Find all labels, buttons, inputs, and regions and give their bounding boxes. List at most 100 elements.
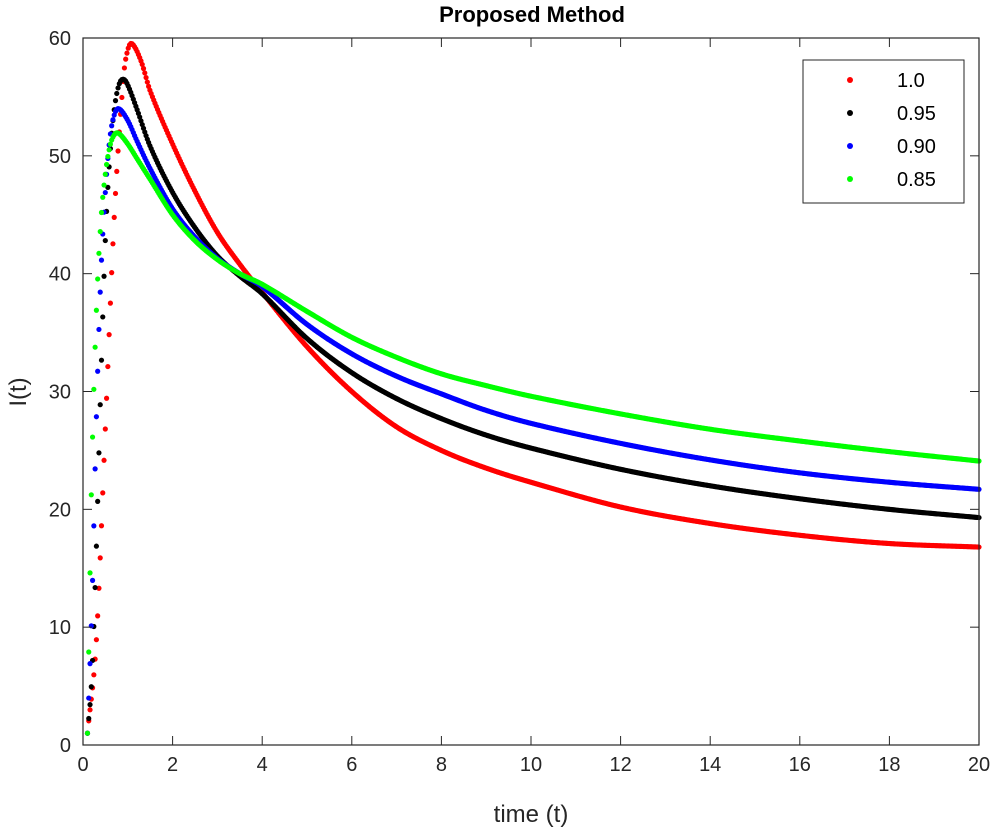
x-tick-label: 10 [520, 754, 542, 776]
data-point [89, 434, 96, 440]
data-point [92, 344, 98, 350]
data-point [115, 148, 121, 154]
data-point [91, 386, 97, 392]
x-tick-label: 4 [257, 754, 268, 776]
data-point [87, 661, 93, 667]
legend-label: 1.0 [897, 70, 925, 92]
legend-label: 0.95 [897, 103, 936, 125]
y-tick-label: 40 [49, 264, 71, 286]
data-point [98, 523, 105, 529]
legend-label: 0.90 [897, 136, 936, 158]
legend-marker [847, 77, 853, 83]
chart-title: Proposed Method [439, 2, 625, 27]
data-point [123, 56, 129, 62]
data-point [86, 695, 92, 701]
series-layer [84, 40, 982, 736]
x-tick-label: 20 [968, 754, 990, 776]
data-point [86, 649, 92, 655]
data-point [88, 684, 94, 690]
data-point [112, 98, 119, 104]
data-point [103, 161, 110, 168]
y-tick-label: 20 [49, 499, 71, 521]
data-point [95, 498, 101, 504]
data-point [93, 637, 99, 643]
y-tick-label: 60 [49, 28, 71, 50]
data-point [105, 363, 111, 370]
data-point [93, 307, 99, 313]
data-point [95, 368, 101, 374]
y-axis-label: I(t) [5, 377, 32, 406]
x-tick-label: 16 [789, 754, 811, 776]
data-point [91, 672, 97, 678]
data-point [106, 332, 112, 338]
x-tick-label: 12 [609, 754, 631, 776]
data-point [89, 577, 96, 583]
data-point [107, 141, 113, 147]
data-point [97, 555, 103, 561]
x-tick-label: 6 [346, 754, 357, 776]
data-point [143, 74, 149, 81]
x-axis-label: time (t) [494, 801, 569, 828]
data-point [139, 61, 145, 68]
data-point [87, 707, 93, 713]
legend-marker [847, 176, 853, 182]
data-point [119, 94, 125, 101]
data-point [109, 270, 115, 276]
data-point [115, 85, 121, 91]
data-point [109, 123, 115, 129]
data-point [87, 570, 93, 576]
data-point [144, 79, 150, 85]
data-point [86, 715, 92, 722]
data-point [114, 90, 120, 97]
data-point [93, 543, 99, 549]
data-point [103, 395, 110, 401]
data-point [121, 65, 128, 71]
data-point [140, 65, 147, 72]
data-point [105, 184, 111, 190]
data-point [110, 241, 116, 247]
data-point [97, 402, 103, 408]
y-tick-label: 10 [49, 617, 71, 639]
data-point [106, 147, 112, 153]
x-tick-label: 18 [878, 754, 900, 776]
legend-marker [847, 110, 853, 116]
data-point [102, 237, 108, 244]
series-0.85 [84, 130, 982, 736]
data-point [124, 50, 130, 56]
data-point [92, 584, 98, 591]
data-point [110, 117, 116, 123]
data-point [100, 194, 106, 200]
data-point [92, 466, 98, 472]
data-point [142, 70, 148, 76]
data-point [105, 153, 111, 160]
legend-marker [847, 143, 853, 149]
data-point [102, 426, 108, 432]
data-point [102, 171, 108, 177]
data-point [88, 492, 94, 498]
data-point [102, 189, 108, 196]
data-point [87, 702, 93, 708]
data-point [111, 214, 117, 220]
data-point [101, 182, 107, 188]
x-tick-label: 0 [77, 754, 88, 776]
data-point [114, 168, 120, 174]
data-point [96, 326, 102, 333]
data-point [95, 276, 101, 282]
y-tick-label: 50 [49, 146, 71, 168]
data-point [91, 523, 97, 529]
data-point [84, 730, 91, 736]
data-point [93, 414, 99, 420]
legend: 1.0 0.95 0.90 0.85 [802, 59, 965, 204]
data-point [101, 273, 107, 279]
data-point [112, 190, 119, 197]
data-point [96, 250, 102, 256]
y-tick-label: 0 [60, 735, 71, 757]
ticks-layer: 0 2 4 6 8 10 12 14 16 18 20 0 10 20 30 40 50 60 [49, 28, 990, 776]
data-point [100, 490, 106, 496]
legend-box [802, 59, 965, 204]
data-point [101, 457, 107, 463]
data-point [97, 289, 103, 295]
data-point [98, 209, 105, 216]
data-point [107, 300, 113, 306]
